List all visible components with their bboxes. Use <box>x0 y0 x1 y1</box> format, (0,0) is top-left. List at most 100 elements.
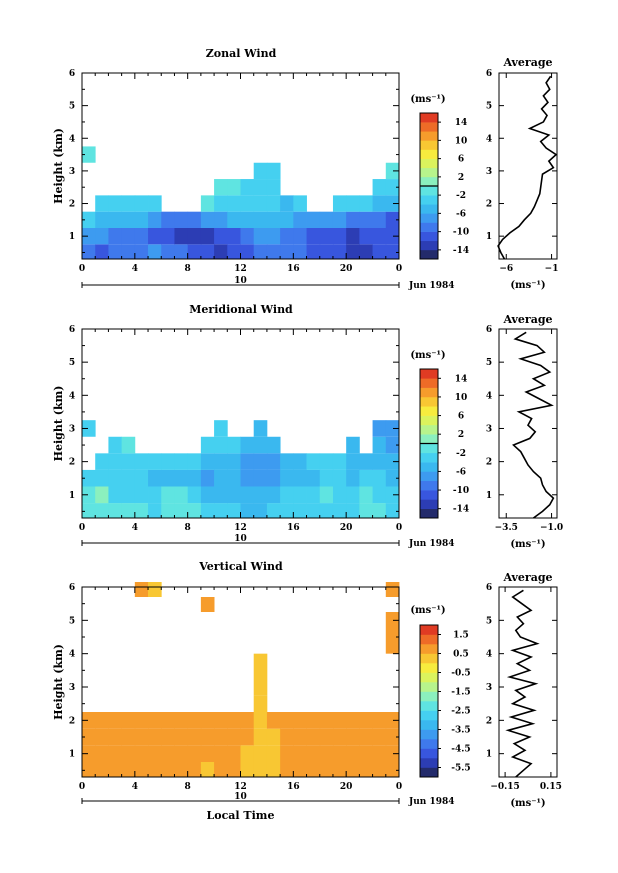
heatmap-cell <box>253 486 268 504</box>
heatmap-cell <box>359 195 373 212</box>
heatmap-cell <box>293 486 307 504</box>
heatmap-cell <box>121 728 136 746</box>
heatmap-cell <box>253 420 268 437</box>
colorbar-swatch <box>420 387 438 398</box>
heatmap-cell <box>200 597 215 612</box>
heatmap-cell <box>200 453 215 470</box>
heatmap-cell <box>161 228 175 245</box>
heatmap-cell <box>82 745 96 762</box>
heatmap-cell <box>161 211 175 228</box>
profile-y-tick-label: 4 <box>486 650 492 660</box>
profile-line <box>512 331 555 519</box>
heatmap-cell <box>121 503 136 518</box>
heatmap-cell <box>359 503 373 518</box>
heatmap-cell <box>346 728 360 746</box>
heatmap-cell <box>200 712 215 729</box>
heatmap-cell <box>319 469 334 487</box>
heatmap-cell <box>319 728 334 746</box>
heatmap-cell <box>385 712 400 729</box>
heatmap-cell <box>161 486 175 504</box>
y-tick-label: 3 <box>69 683 75 693</box>
x-tick-label: 16 <box>287 782 300 792</box>
heatmap-cell <box>82 728 96 746</box>
heatmap-cell <box>266 712 281 729</box>
heatmap-cell <box>148 486 162 504</box>
heatmap-cell <box>306 745 321 762</box>
heatmap-cell <box>293 762 307 777</box>
heatmap-cell <box>148 228 162 245</box>
profile-x-label: (ms⁻¹) <box>510 539 545 550</box>
heatmap-cell <box>319 712 334 729</box>
heatmap-cell <box>174 469 189 487</box>
y-tick-label: 3 <box>69 167 75 177</box>
heatmap-cell <box>214 244 228 259</box>
heatmap-cell <box>121 745 136 762</box>
heatmap-cell <box>306 211 321 228</box>
heatmap-cell <box>280 244 294 259</box>
heatmap-cell <box>359 244 373 259</box>
heatmap-cell <box>332 211 347 228</box>
heatmap-cell <box>82 503 96 518</box>
colorbar-tick-label: -10 <box>453 228 469 238</box>
heatmap-cell <box>266 436 281 454</box>
colorbar-tick-label: -0.5 <box>451 669 470 679</box>
heatmap-cell <box>108 486 123 504</box>
heatmap-cell <box>240 179 255 196</box>
profile-x-tick-label: −6 <box>499 264 513 274</box>
heatmap-cell <box>266 195 281 212</box>
heatmap-cell <box>385 453 400 470</box>
heatmap-cell <box>134 244 149 259</box>
heatmap-cell <box>253 503 268 518</box>
heatmap-cell <box>214 211 228 228</box>
x-tick-label: 0 <box>396 523 402 533</box>
heatmap-cell <box>161 712 175 729</box>
colorbar-swatch <box>420 369 438 379</box>
heatmap-cell <box>293 195 307 212</box>
heatmap-cell <box>332 728 347 746</box>
heatmap-cell <box>253 162 268 180</box>
heatmap-cell <box>134 712 149 729</box>
heatmap-cell <box>332 469 347 487</box>
heatmap-cell <box>293 228 307 245</box>
y-tick-label: 4 <box>69 391 75 401</box>
heatmap-cell <box>95 244 109 259</box>
heatmap-cell <box>266 745 281 762</box>
x-tick-label: 0 <box>396 782 402 792</box>
heatmap-cell <box>82 228 96 245</box>
colorbar-tick-label: 6 <box>458 412 464 422</box>
heatmap-cell <box>174 728 189 746</box>
colorbar-tick-label: -2 <box>456 449 466 459</box>
profile-y-tick-label: 5 <box>486 616 492 626</box>
heatmap-cell <box>227 211 241 228</box>
profile-x-label: (ms⁻¹) <box>510 798 545 809</box>
colorbar-swatch <box>420 186 438 196</box>
x-tick-label: 4 <box>132 782 138 792</box>
heatmap-cell <box>240 469 255 487</box>
heatmap-cell <box>121 244 136 259</box>
heatmap-cell <box>134 762 149 777</box>
colorbar-tick-label: 10 <box>455 393 468 403</box>
heatmap-cell <box>359 453 373 470</box>
colorbar-swatch <box>420 691 438 702</box>
heatmap-cell <box>253 695 268 712</box>
colorbar-swatch <box>420 443 438 454</box>
heatmap-cell <box>332 745 347 762</box>
y-tick-label: 1 <box>69 491 75 501</box>
colorbar-tick-label: -5.5 <box>451 764 470 774</box>
heatmap-cell <box>385 211 400 228</box>
date-label: Jun 1984 <box>408 797 455 807</box>
x-tick-label: 20 <box>340 782 353 792</box>
heatmap-cell <box>266 179 281 196</box>
heatmap-cell <box>240 762 255 777</box>
heatmap-cell <box>95 453 109 470</box>
heatmap-cell <box>161 728 175 746</box>
colorbar-swatch <box>420 222 438 232</box>
heatmap-cell <box>240 228 255 245</box>
colorbar-swatch <box>420 653 438 664</box>
panel-title: Vertical Wind <box>198 560 283 573</box>
heatmap-cell <box>332 503 347 518</box>
heatmap-cell <box>240 453 255 470</box>
heatmap-cell <box>240 503 255 518</box>
profile-y-tick-label: 5 <box>486 358 492 368</box>
heatmap-cell <box>266 162 281 180</box>
